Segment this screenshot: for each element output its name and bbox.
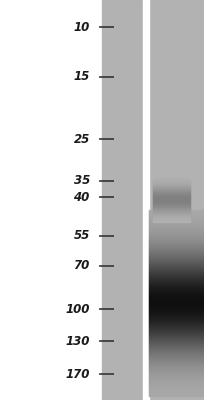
- Text: 70: 70: [73, 259, 90, 272]
- Text: 10: 10: [73, 21, 90, 34]
- Text: 170: 170: [65, 368, 90, 381]
- Text: 25: 25: [73, 133, 90, 146]
- Text: 55: 55: [73, 230, 90, 242]
- Text: 40: 40: [73, 190, 90, 204]
- Text: 35: 35: [73, 174, 90, 187]
- Text: 130: 130: [65, 335, 90, 348]
- Text: 15: 15: [73, 70, 90, 84]
- Text: 100: 100: [65, 303, 90, 316]
